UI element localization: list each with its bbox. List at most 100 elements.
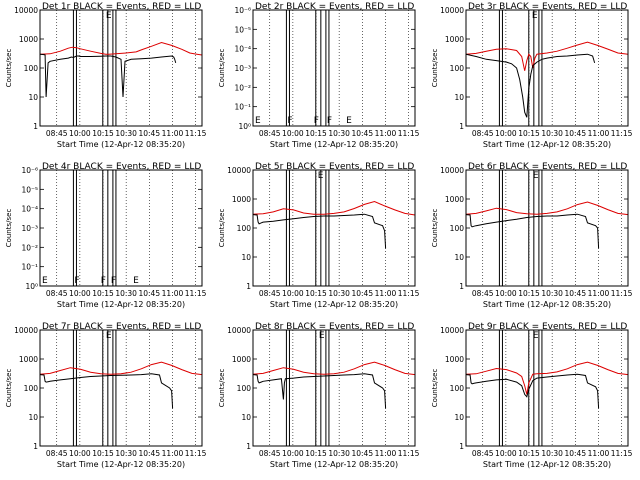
y-tick-label: 10⁻³ — [21, 224, 38, 233]
flag-marker-label: E — [133, 276, 139, 286]
plot-frame — [39, 329, 203, 447]
chart-panel: Det 7r BLACK = Events, RED = LLD 08:45 10:… — [5, 322, 207, 469]
y-tick-label: 10 — [28, 93, 38, 102]
events-series-line — [252, 213, 387, 249]
y-tick-label: 10 — [241, 413, 251, 422]
x-tick-label: 10:45 — [138, 449, 160, 458]
y-tick-label: 1 — [246, 442, 251, 451]
plot-frame — [252, 9, 416, 127]
y-tick-label: 10⁻⁵ — [21, 185, 38, 194]
y-tick-label: 10000 — [440, 6, 464, 15]
y-axis-label: Counts/sec — [431, 369, 439, 408]
x-tick-label: 11:00 — [375, 129, 397, 138]
flag-marker-label: E — [319, 331, 325, 341]
lld-series-line — [465, 201, 629, 216]
y-axis-label: Counts/sec — [431, 49, 439, 88]
x-tick-label: 11:00 — [162, 129, 184, 138]
x-tick-label: 10:30 — [541, 129, 563, 138]
y-tick-label: 1 — [33, 442, 38, 451]
x-tick-label: 11:15 — [185, 289, 207, 298]
x-tick-label: 10:15 — [305, 449, 327, 458]
plot-frame — [39, 169, 203, 287]
y-tick-label: 10⁻¹ — [21, 263, 38, 272]
x-axis-label: Start Time (12-Apr-12 08:35:20) — [57, 460, 185, 469]
y-tick-label: 10⁰ — [25, 282, 38, 291]
x-tick-label: 10:45 — [138, 289, 160, 298]
y-tick-label: 10000 — [227, 326, 251, 335]
x-tick-label: 11:00 — [375, 449, 397, 458]
flag-marker-label: F — [287, 116, 292, 126]
lld-series-line — [39, 361, 203, 376]
flag-marker-label: E — [318, 171, 324, 181]
y-tick-label: 1 — [246, 282, 251, 291]
x-tick-label: 10:30 — [541, 449, 563, 458]
flag-marker-label: E — [533, 171, 539, 181]
x-tick-label: 10:30 — [115, 449, 137, 458]
x-tick-label: 10:00 — [495, 289, 517, 298]
x-tick-label: 10:15 — [305, 289, 327, 298]
x-tick-label: 11:15 — [398, 449, 420, 458]
x-tick-label: 10:45 — [564, 449, 586, 458]
y-tick-label: 10 — [28, 413, 38, 422]
x-axis-label: Start Time (12-Apr-12 08:35:20) — [270, 300, 398, 309]
y-tick-label: 10000 — [14, 326, 38, 335]
y-tick-label: 10⁻⁶ — [21, 166, 38, 175]
y-tick-label: 100 — [24, 384, 39, 393]
chart-title: Det 7r BLACK = Events, RED = LLD — [42, 322, 201, 332]
x-tick-label: 10:30 — [328, 289, 350, 298]
x-tick-label: 10:00 — [282, 449, 304, 458]
y-tick-label: 100 — [24, 64, 39, 73]
y-tick-label: 100 — [450, 224, 465, 233]
x-tick-label: 10:15 — [92, 129, 114, 138]
flag-marker-label: E — [532, 11, 538, 21]
lld-series-line — [39, 41, 203, 56]
x-tick-label: 10:15 — [305, 129, 327, 138]
x-tick-label: 10:30 — [328, 449, 350, 458]
chart-title: Det 9r BLACK = Events, RED = LLD — [468, 322, 627, 332]
x-axis-label: Start Time (12-Apr-12 08:35:20) — [483, 140, 611, 149]
plot-frame — [465, 9, 629, 127]
x-tick-label: 11:00 — [588, 289, 610, 298]
y-tick-label: 10⁻² — [21, 243, 38, 252]
y-tick-label: 10 — [454, 93, 464, 102]
x-axis-label: Start Time (12-Apr-12 08:35:20) — [270, 460, 398, 469]
x-tick-label: 10:15 — [92, 449, 114, 458]
y-tick-label: 10⁻⁶ — [234, 6, 251, 15]
y-axis-label: Counts/sec — [218, 49, 226, 88]
y-tick-label: 10⁻¹ — [234, 103, 251, 112]
lld-series-line — [252, 361, 416, 376]
y-tick-label: 10⁻² — [234, 83, 251, 92]
y-tick-label: 1000 — [445, 195, 464, 204]
lld-series-line — [465, 41, 629, 71]
x-tick-label: 10:45 — [138, 129, 160, 138]
y-tick-label: 10000 — [440, 326, 464, 335]
y-tick-label: 10⁻⁴ — [234, 45, 251, 54]
y-tick-label: 100 — [450, 64, 465, 73]
y-axis-label: Counts/sec — [218, 369, 226, 408]
events-series-line — [465, 213, 600, 249]
y-axis-label: Counts/sec — [431, 209, 439, 248]
x-tick-label: 11:00 — [588, 449, 610, 458]
x-tick-label: 08:45 — [259, 449, 281, 458]
chart-title: Det 6r BLACK = Events, RED = LLD — [468, 162, 627, 172]
x-tick-label: 10:15 — [518, 129, 540, 138]
x-axis-label: Start Time (12-Apr-12 08:35:20) — [483, 300, 611, 309]
y-tick-label: 100 — [237, 224, 252, 233]
x-tick-label: 10:30 — [541, 289, 563, 298]
y-tick-label: 1 — [459, 442, 464, 451]
y-tick-label: 10 — [454, 253, 464, 262]
plot-frame — [252, 329, 416, 447]
y-tick-label: 10 — [241, 253, 251, 262]
x-tick-label: 08:45 — [46, 449, 68, 458]
flag-marker-label: E — [106, 331, 112, 341]
y-tick-label: 1 — [459, 282, 464, 291]
x-tick-label: 10:30 — [115, 129, 137, 138]
y-tick-label: 1000 — [19, 355, 38, 364]
x-tick-label: 11:15 — [398, 289, 420, 298]
x-tick-label: 11:00 — [162, 289, 184, 298]
x-tick-label: 10:45 — [564, 129, 586, 138]
flag-marker-label: F — [327, 116, 332, 126]
